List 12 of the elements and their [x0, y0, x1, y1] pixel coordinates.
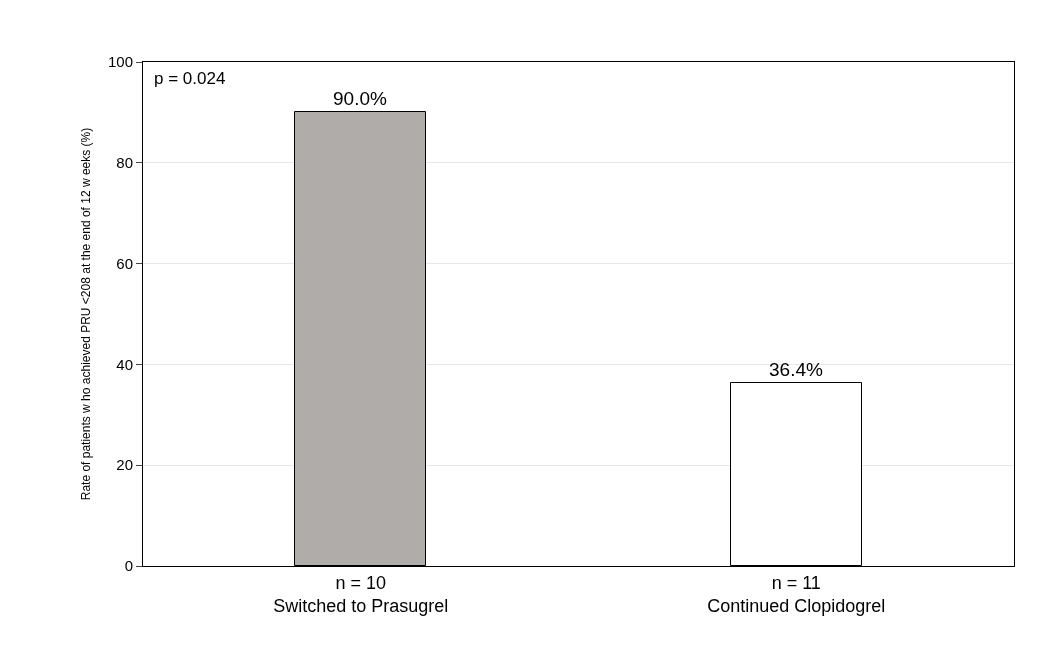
annotation: p = 0.024	[154, 69, 226, 88]
y-tick-label: 100	[107, 53, 133, 71]
y-axis-title: Rate of patients w ho achieved PRU <208 at the end of 12 w eeks (%)	[79, 127, 94, 501]
data-label: 90.0%	[333, 87, 387, 109]
data-label: 36.4%	[769, 358, 823, 380]
y-tick-label: 40	[116, 355, 133, 373]
y-tick-label: 0	[124, 557, 133, 575]
x-tick-label: n = 10 Switched to Prasugrel	[273, 572, 449, 616]
x-tick-label: n = 11 Continued Clopidogrel	[707, 572, 886, 616]
y-tick-label: 60	[116, 254, 133, 272]
y-tick-label: 80	[116, 154, 133, 172]
y-tick-label: 20	[116, 456, 133, 474]
